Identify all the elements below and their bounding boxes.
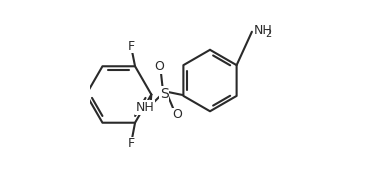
Text: O: O (154, 60, 164, 73)
Text: O: O (172, 108, 182, 122)
Text: F: F (127, 40, 134, 53)
Text: S: S (160, 87, 169, 101)
Text: F: F (127, 137, 134, 150)
Text: 2: 2 (265, 29, 271, 39)
Text: NH: NH (254, 24, 273, 37)
Text: NH: NH (135, 101, 154, 114)
